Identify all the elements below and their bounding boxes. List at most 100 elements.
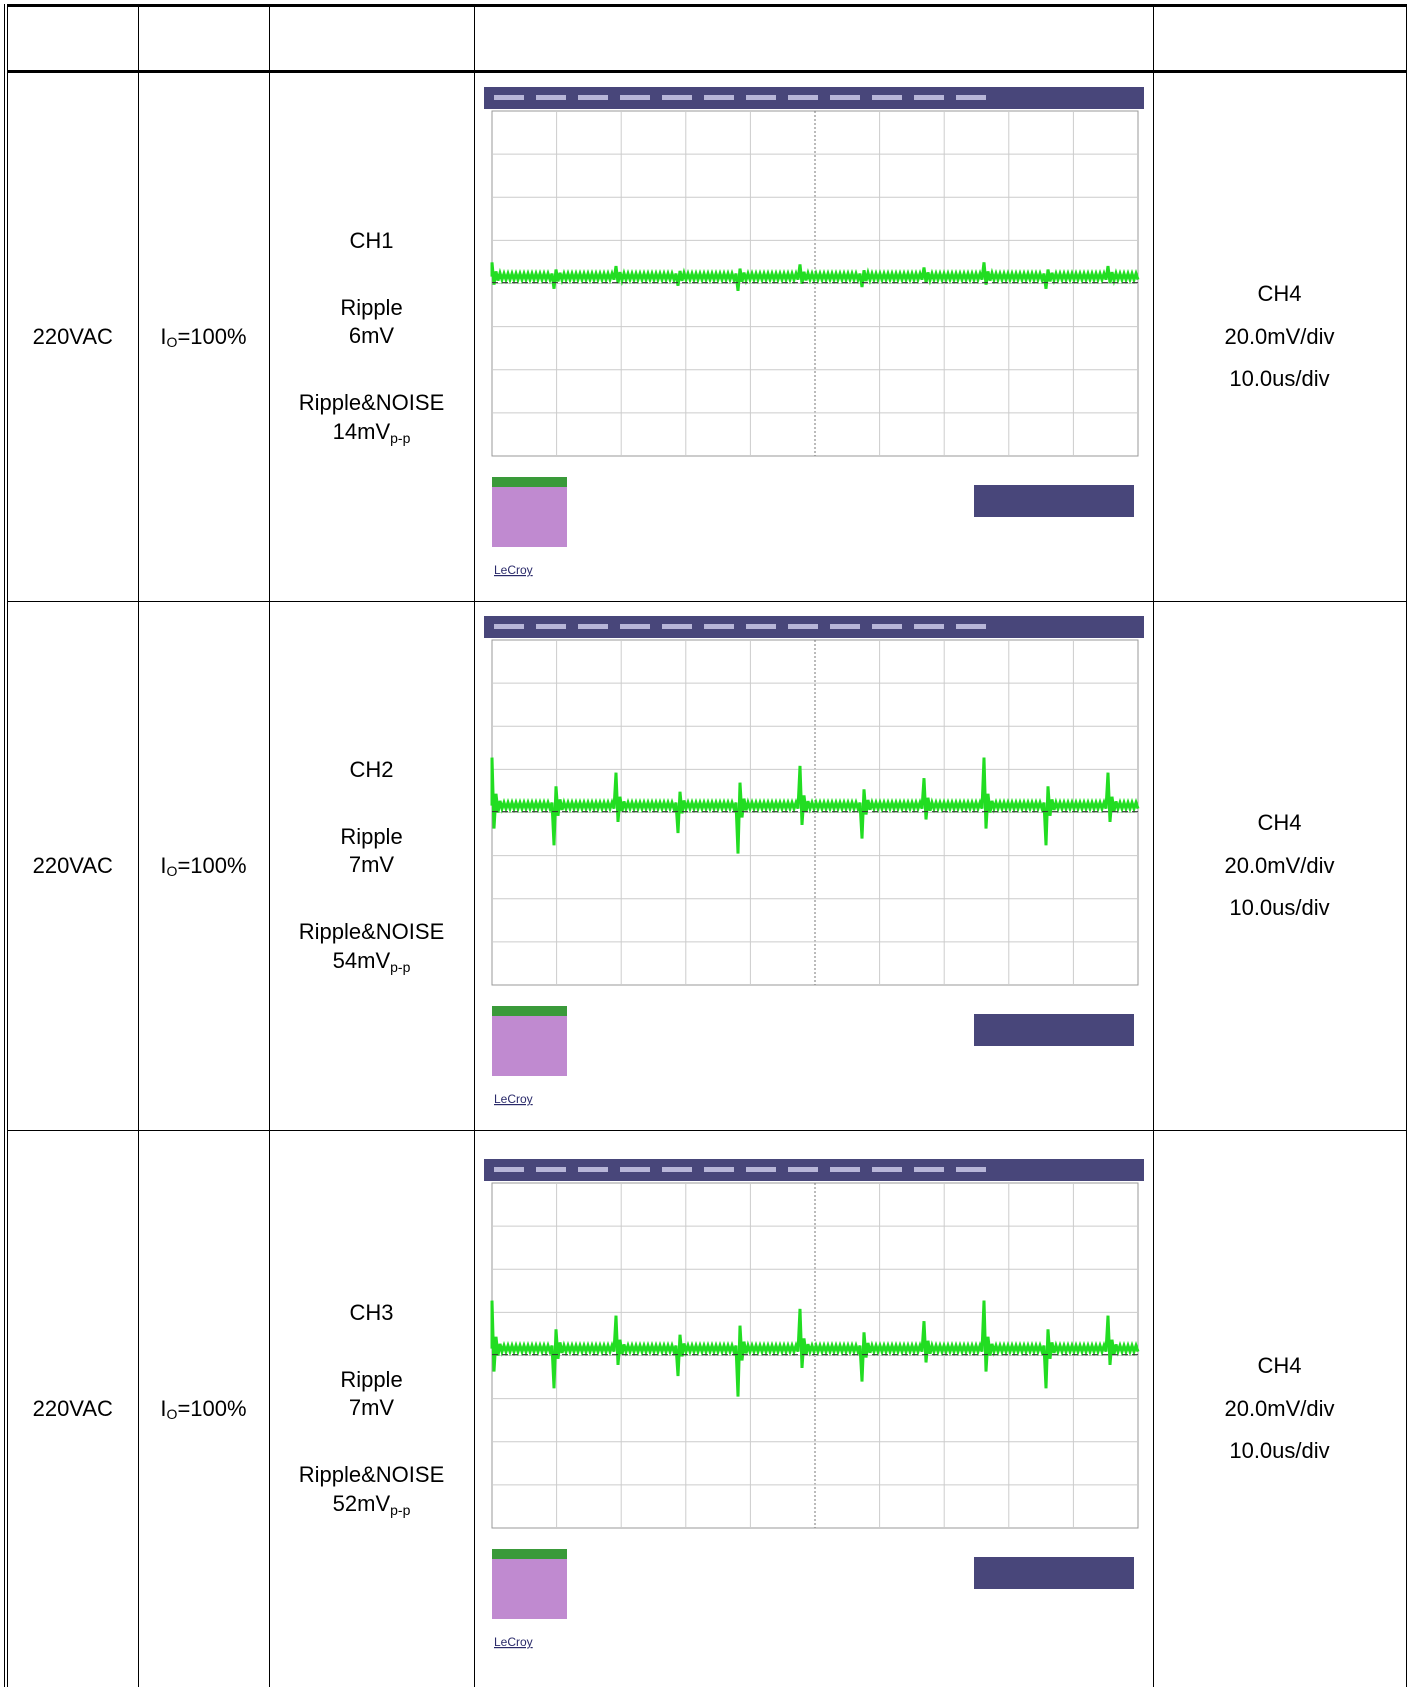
- scope-brand: LeCroy: [494, 1635, 533, 1649]
- noise-number: 14mV: [333, 419, 390, 444]
- noise-number: 54mV: [333, 948, 390, 973]
- menu-item: [956, 95, 986, 100]
- time-per-div: 10.0us/div: [1154, 887, 1406, 930]
- channel-panel-header: [492, 477, 567, 487]
- menu-item: [620, 95, 650, 100]
- volts-per-div: 20.0mV/div: [1154, 1388, 1406, 1431]
- channel: CH2: [270, 756, 474, 785]
- ripple-value: 7mV: [270, 851, 474, 880]
- menu-item: [662, 95, 692, 100]
- input-cell: 220VAC: [6, 602, 138, 1131]
- volts-per-div: 20.0mV/div: [1154, 845, 1406, 888]
- menu-item: [578, 95, 608, 100]
- timebase-panel: [974, 485, 1134, 517]
- input-cell: 220VAC: [6, 1131, 138, 1687]
- load-sub: O: [167, 1406, 178, 1422]
- scope-capture: LeCroy: [484, 1159, 1144, 1659]
- channel: CH3: [270, 1299, 474, 1328]
- menu-item: [578, 1167, 608, 1172]
- menu-item: [830, 1167, 860, 1172]
- ripple-label: Ripple: [270, 1366, 474, 1395]
- input-cell: 220VAC: [6, 72, 138, 602]
- menu-item: [494, 95, 524, 100]
- scope-cell: LeCroy: [474, 602, 1153, 1131]
- scope-brand: LeCroy: [494, 563, 533, 577]
- scope-cell: LeCroy: [474, 1131, 1153, 1687]
- menu-item: [914, 624, 944, 629]
- load-cell: IO=100%: [138, 72, 269, 602]
- channel-panel: [492, 1006, 567, 1076]
- noise-label: Ripple&NOISE: [270, 1461, 474, 1490]
- load-sub: O: [167, 334, 178, 350]
- menu-item: [830, 624, 860, 629]
- ripple-label: Ripple: [270, 823, 474, 852]
- ripple-value: 6mV: [270, 322, 474, 351]
- noise-label: Ripple&NOISE: [270, 389, 474, 418]
- menu-item: [788, 95, 818, 100]
- noise-value: 52mVp-p: [270, 1490, 474, 1519]
- menu-item: [746, 624, 776, 629]
- gap: [270, 256, 474, 294]
- header-row: [6, 6, 1406, 72]
- load-cell: IO=100%: [138, 602, 269, 1131]
- scope-capture: LeCroy: [484, 616, 1144, 1116]
- load-sub: O: [167, 863, 178, 879]
- menu-item: [872, 95, 902, 100]
- menu-item: [704, 95, 734, 100]
- ripple-label: Ripple: [270, 294, 474, 323]
- time-per-div: 10.0us/div: [1154, 358, 1406, 401]
- load-rest: =100%: [177, 324, 246, 349]
- menu-item: [872, 624, 902, 629]
- menu-item: [662, 624, 692, 629]
- gap: [270, 351, 474, 389]
- menu-item: [536, 1167, 566, 1172]
- probe: CH4: [1154, 1345, 1406, 1388]
- ripple-value: 7mV: [270, 1394, 474, 1423]
- gap: [270, 785, 474, 823]
- menu-item: [872, 1167, 902, 1172]
- menu-item: [746, 1167, 776, 1172]
- timebase-panel: [974, 1557, 1134, 1589]
- menu-item: [956, 624, 986, 629]
- load-cell: IO=100%: [138, 1131, 269, 1687]
- menu-item: [704, 1167, 734, 1172]
- load-rest: =100%: [177, 853, 246, 878]
- menu-item: [704, 624, 734, 629]
- noise-value: 54mVp-p: [270, 947, 474, 976]
- menu-item: [536, 624, 566, 629]
- menu-item: [746, 95, 776, 100]
- menu-item: [494, 624, 524, 629]
- noise-number: 52mV: [333, 1491, 390, 1516]
- channel: CH1: [270, 227, 474, 256]
- menu-item: [914, 1167, 944, 1172]
- noise-value: 14mVp-p: [270, 418, 474, 447]
- noise-sub: p-p: [390, 430, 410, 446]
- menu-item: [578, 624, 608, 629]
- menu-item: [788, 1167, 818, 1172]
- menu-item: [788, 624, 818, 629]
- time-per-div: 10.0us/div: [1154, 1430, 1406, 1473]
- menu-item: [536, 95, 566, 100]
- timebase-panel: [974, 1014, 1134, 1046]
- menu-item: [830, 95, 860, 100]
- probe: CH4: [1154, 273, 1406, 316]
- noise-sub: p-p: [390, 959, 410, 975]
- menu-item: [914, 95, 944, 100]
- gap: [270, 1328, 474, 1366]
- menu-item: [662, 1167, 692, 1172]
- channel-panel: [492, 477, 567, 547]
- menu-item: [620, 1167, 650, 1172]
- menu-item: [494, 1167, 524, 1172]
- noise-sub: p-p: [390, 1502, 410, 1518]
- gap: [270, 880, 474, 918]
- gap: [270, 1423, 474, 1461]
